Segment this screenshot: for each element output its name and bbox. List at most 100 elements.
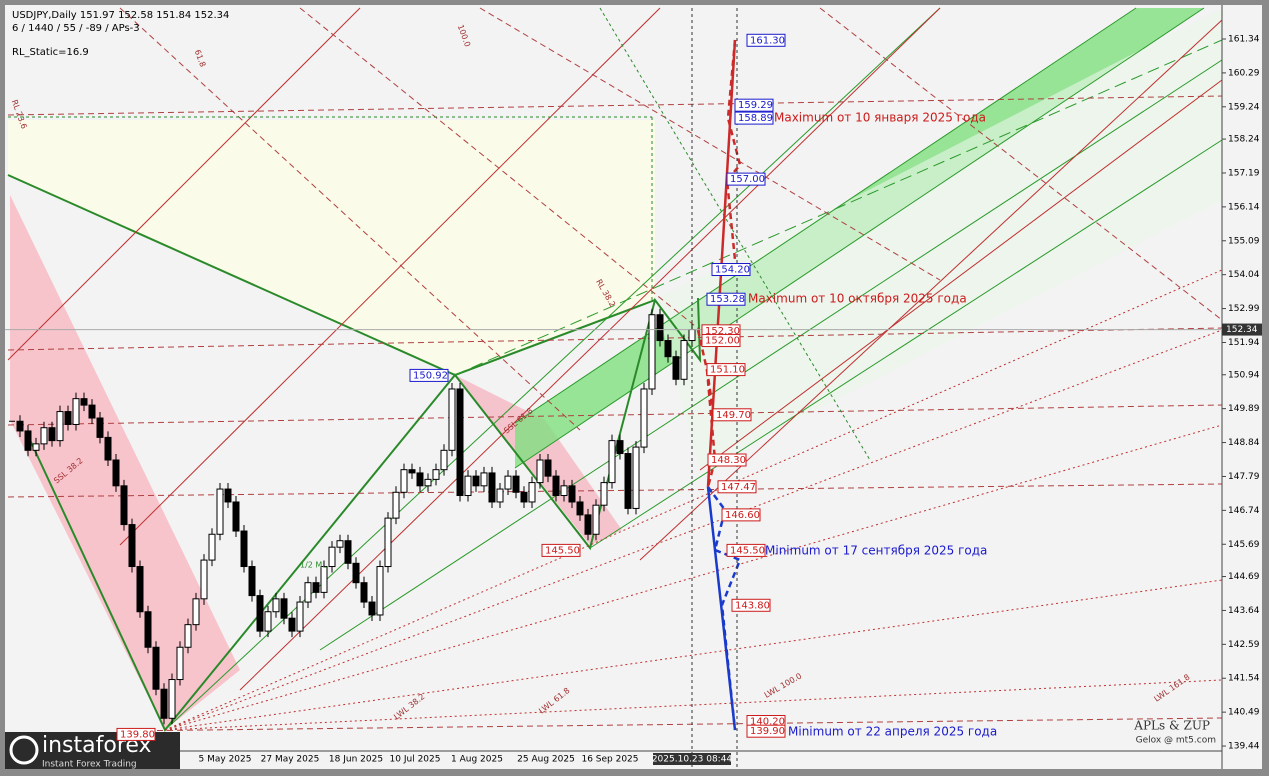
candle	[208, 533, 216, 561]
candle	[624, 453, 632, 509]
y-tick-label: 150.94	[1228, 370, 1260, 380]
candle	[32, 443, 40, 451]
level-box	[726, 543, 766, 557]
candle	[400, 469, 408, 493]
candle	[480, 472, 488, 487]
candle	[456, 388, 464, 497]
header: USDJPY,Daily 151.97 152.58 151.84 152.34	[12, 10, 229, 21]
y-tick-label: 146.74	[1228, 506, 1260, 516]
level-label: 152.00	[705, 336, 740, 347]
candle	[512, 475, 520, 493]
y-tick-label: 149.89	[1228, 404, 1260, 414]
level-label: 149.70	[716, 410, 751, 421]
cursor-time-box	[653, 753, 731, 765]
annotation: Minimum от 22 апреля 2025 года	[788, 725, 997, 739]
candle	[664, 340, 672, 358]
candle	[544, 459, 552, 477]
x-tick-label: 16 Sep 2025	[581, 755, 638, 765]
y-tick-label: 151.94	[1228, 338, 1260, 348]
level-box	[541, 543, 581, 557]
candle	[112, 459, 120, 487]
level-box	[706, 292, 746, 306]
candle	[656, 314, 664, 342]
candle	[584, 514, 592, 535]
candle	[608, 440, 616, 484]
level-label: 153.28	[710, 294, 745, 305]
candle	[600, 482, 608, 506]
candle	[256, 595, 264, 632]
candle	[328, 546, 336, 568]
level-box	[706, 363, 746, 377]
y-tick-label: 158.24	[1228, 135, 1260, 145]
y-tick-label: 142.59	[1228, 640, 1260, 650]
candle	[288, 617, 296, 632]
level-box	[409, 368, 449, 382]
candle	[200, 559, 208, 600]
candle	[464, 475, 472, 497]
y-tick-label: 161.34	[1228, 34, 1260, 44]
level-box	[746, 724, 786, 738]
y-tick-label: 144.69	[1228, 572, 1260, 582]
y-tick-label: 143.64	[1228, 606, 1260, 616]
candle	[576, 501, 584, 516]
annotation: Maximum от 10 января 2025 года	[774, 111, 986, 125]
level-label: 152.30	[705, 326, 740, 337]
x-tick-label: 10 Jul 2025	[390, 755, 441, 765]
candle	[368, 601, 376, 616]
candle	[296, 601, 304, 632]
level-label: 139.80	[120, 729, 155, 740]
candle	[224, 488, 232, 503]
candle	[272, 598, 280, 613]
level-label: 151.10	[710, 365, 745, 376]
candle	[184, 624, 192, 648]
x-tick-label: 5 May 2025	[199, 755, 252, 765]
candle	[424, 478, 432, 487]
level-box	[711, 263, 751, 277]
candle	[240, 530, 248, 568]
candle	[120, 485, 128, 526]
level-label: 150.92	[413, 370, 448, 381]
candle	[640, 388, 648, 448]
level-label: 159.29	[738, 100, 773, 111]
line-label: 1/2 ML	[300, 561, 327, 570]
candle	[96, 417, 104, 438]
candle	[680, 340, 688, 380]
level-label: 154.20	[715, 265, 750, 276]
level-box	[734, 98, 774, 112]
y-tick-label: 147.79	[1228, 472, 1260, 482]
candle	[56, 411, 64, 442]
candle	[312, 582, 320, 593]
candle	[40, 427, 48, 445]
candle	[488, 472, 496, 503]
candle	[16, 420, 24, 432]
candle	[632, 446, 640, 509]
candle	[216, 488, 224, 535]
y-tick-label: 157.19	[1228, 168, 1260, 178]
candle	[152, 646, 160, 690]
candle	[440, 449, 448, 471]
candle	[192, 598, 200, 626]
candle	[352, 562, 360, 584]
candle	[320, 566, 328, 593]
candle	[88, 404, 96, 419]
y-tick-label: 152.99	[1228, 304, 1260, 314]
level-label: 148.30	[711, 455, 746, 466]
candle	[520, 491, 528, 503]
y-tick-label: 159.24	[1228, 102, 1260, 112]
y-tick-label: 160.29	[1228, 68, 1260, 78]
cursor-time: 2025.10.23 08:44	[652, 755, 733, 765]
y-tick-label: 145.69	[1228, 540, 1260, 550]
candle	[128, 524, 136, 568]
candle	[280, 598, 288, 619]
level-label: 139.90	[750, 726, 785, 737]
static-label: RL_Static=16.9	[12, 47, 89, 58]
candle	[336, 540, 344, 548]
level-box	[726, 172, 766, 186]
level-box	[701, 334, 741, 348]
level-box	[721, 508, 761, 522]
candle	[392, 491, 400, 519]
candle	[72, 398, 80, 425]
x-tick-label: 18 Jun 2025	[329, 755, 383, 765]
candle	[496, 488, 504, 503]
watermark-sub: Gelox @ mt5.com	[1136, 736, 1216, 746]
